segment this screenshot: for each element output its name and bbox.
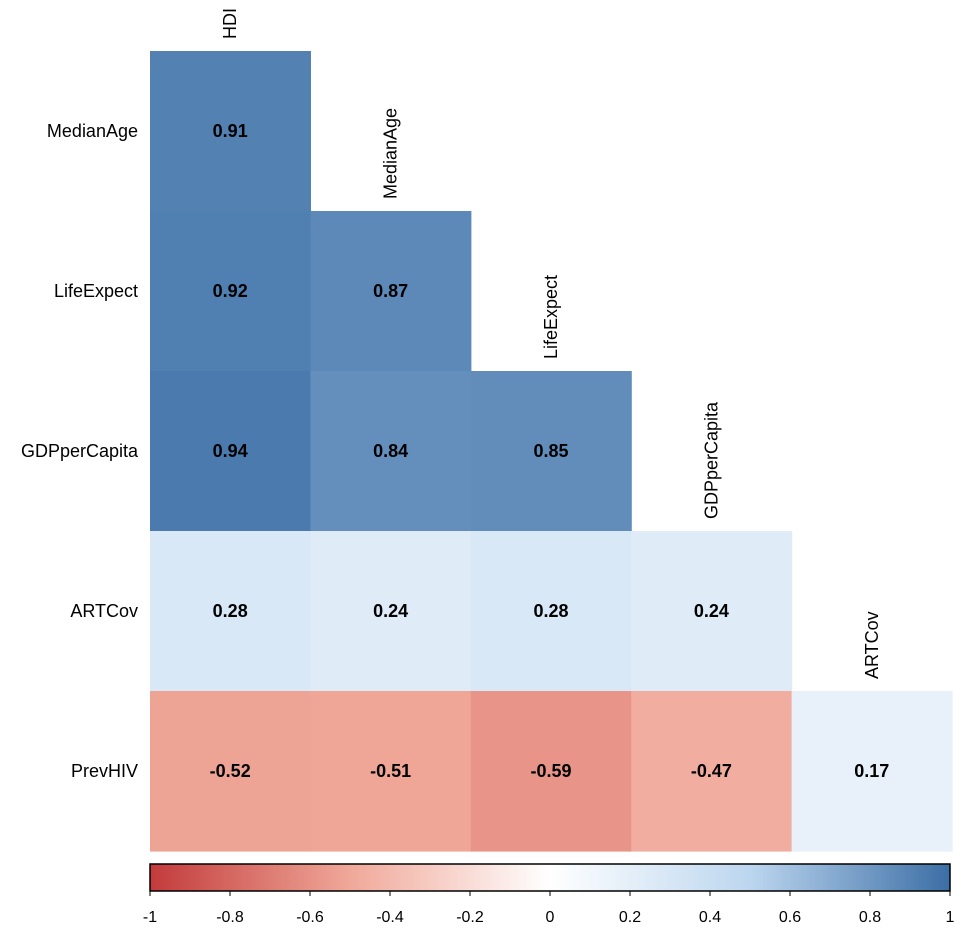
cell-value-prevhiv-gdppercapita: -0.47 xyxy=(691,761,732,781)
column-label-medianage: MedianAge xyxy=(381,108,401,199)
cell-prevhiv-hdi xyxy=(150,691,311,852)
colorbar-tick-label-3: -0.4 xyxy=(376,909,404,926)
cell-value-prevhiv-artcov: 0.17 xyxy=(854,761,889,781)
cell-prevhiv-medianage xyxy=(310,691,472,852)
cell-value-artcov-gdppercapita: 0.24 xyxy=(694,601,729,621)
colorbar-tick-label-9: 0.8 xyxy=(859,909,881,926)
cell-lifeexpect-medianage xyxy=(310,211,472,372)
row-label-medianage: MedianAge xyxy=(47,121,138,141)
row-labels: MedianAge LifeExpect GDPperCapita ARTCov Pre… xyxy=(21,121,139,781)
colorbar-tick-label-1: -0.8 xyxy=(216,909,244,926)
colorbar-tick-label-7: 0.4 xyxy=(699,909,721,926)
colorbar-tick-label-8: 0.6 xyxy=(779,909,801,926)
column-label-hdi: HDI xyxy=(220,8,240,39)
colorbar-tick-label-10: 1 xyxy=(946,909,955,926)
cell-artcov-hdi xyxy=(150,531,311,692)
cell-value-prevhiv-hdi: -0.52 xyxy=(210,761,251,781)
column-label-artcov: ARTCov xyxy=(862,611,882,679)
cell-gdppercapita-lifeexpect xyxy=(470,371,632,532)
cell-prevhiv-lifeexpect xyxy=(470,691,632,852)
row-label-prevhiv: PrevHIV xyxy=(71,761,138,781)
cell-value-prevhiv-medianage: -0.51 xyxy=(370,761,411,781)
cell-artcov-medianage xyxy=(310,531,472,692)
row-label-artcov: ARTCov xyxy=(70,601,138,621)
colorbar-tick-label-6: 0.2 xyxy=(619,909,641,926)
colorbar-tick-label-0: -1 xyxy=(143,909,157,926)
cell-artcov-gdppercapita xyxy=(631,531,793,692)
heatmap-cells: 0.91 0.92 0.87 0.94 0.84 0.85 0.28 0.24 0.28 0.24… xyxy=(150,51,953,852)
cell-value-artcov-hdi: 0.28 xyxy=(213,601,248,621)
cell-lifeexpect-hdi xyxy=(150,211,311,372)
colorbar-tick-label-5: 0 xyxy=(546,909,555,926)
cell-value-gdppercapita-hdi: 0.94 xyxy=(213,441,248,461)
colorbar: -1 -0.8 -0.6 -0.4 -0.2 0 0.2 0.4 0.6 0.8 1 xyxy=(143,863,955,926)
colorbar-tick-label-4: -0.2 xyxy=(456,909,484,926)
cell-prevhiv-artcov xyxy=(791,691,953,852)
cell-gdppercapita-medianage xyxy=(310,371,472,532)
cell-artcov-lifeexpect xyxy=(470,531,632,692)
column-labels: HDI MedianAge LifeExpect GDPperCapita ARTCov xyxy=(220,8,882,679)
cell-value-artcov-medianage: 0.24 xyxy=(373,601,408,621)
cell-medianage-hdi xyxy=(150,51,311,212)
colorbar-tick-label-2: -0.6 xyxy=(296,909,324,926)
row-label-lifeexpect: LifeExpect xyxy=(54,281,138,301)
cell-value-gdppercapita-medianage: 0.84 xyxy=(373,441,408,461)
column-label-lifeexpect: LifeExpect xyxy=(541,275,561,359)
column-label-gdppercapita: GDPperCapita xyxy=(701,401,721,519)
row-label-gdppercapita: GDPperCapita xyxy=(21,441,139,461)
cell-gdppercapita-hdi xyxy=(150,371,311,532)
colorbar-gradient xyxy=(149,863,951,892)
cell-value-medianage-hdi: 0.91 xyxy=(213,121,248,141)
cell-value-lifeexpect-medianage: 0.87 xyxy=(373,281,408,301)
cell-value-artcov-lifeexpect: 0.28 xyxy=(533,601,568,621)
cell-prevhiv-gdppercapita xyxy=(631,691,793,852)
cell-value-prevhiv-lifeexpect: -0.59 xyxy=(530,761,571,781)
cell-value-lifeexpect-hdi: 0.92 xyxy=(213,281,248,301)
cell-value-gdppercapita-lifeexpect: 0.85 xyxy=(533,441,568,461)
